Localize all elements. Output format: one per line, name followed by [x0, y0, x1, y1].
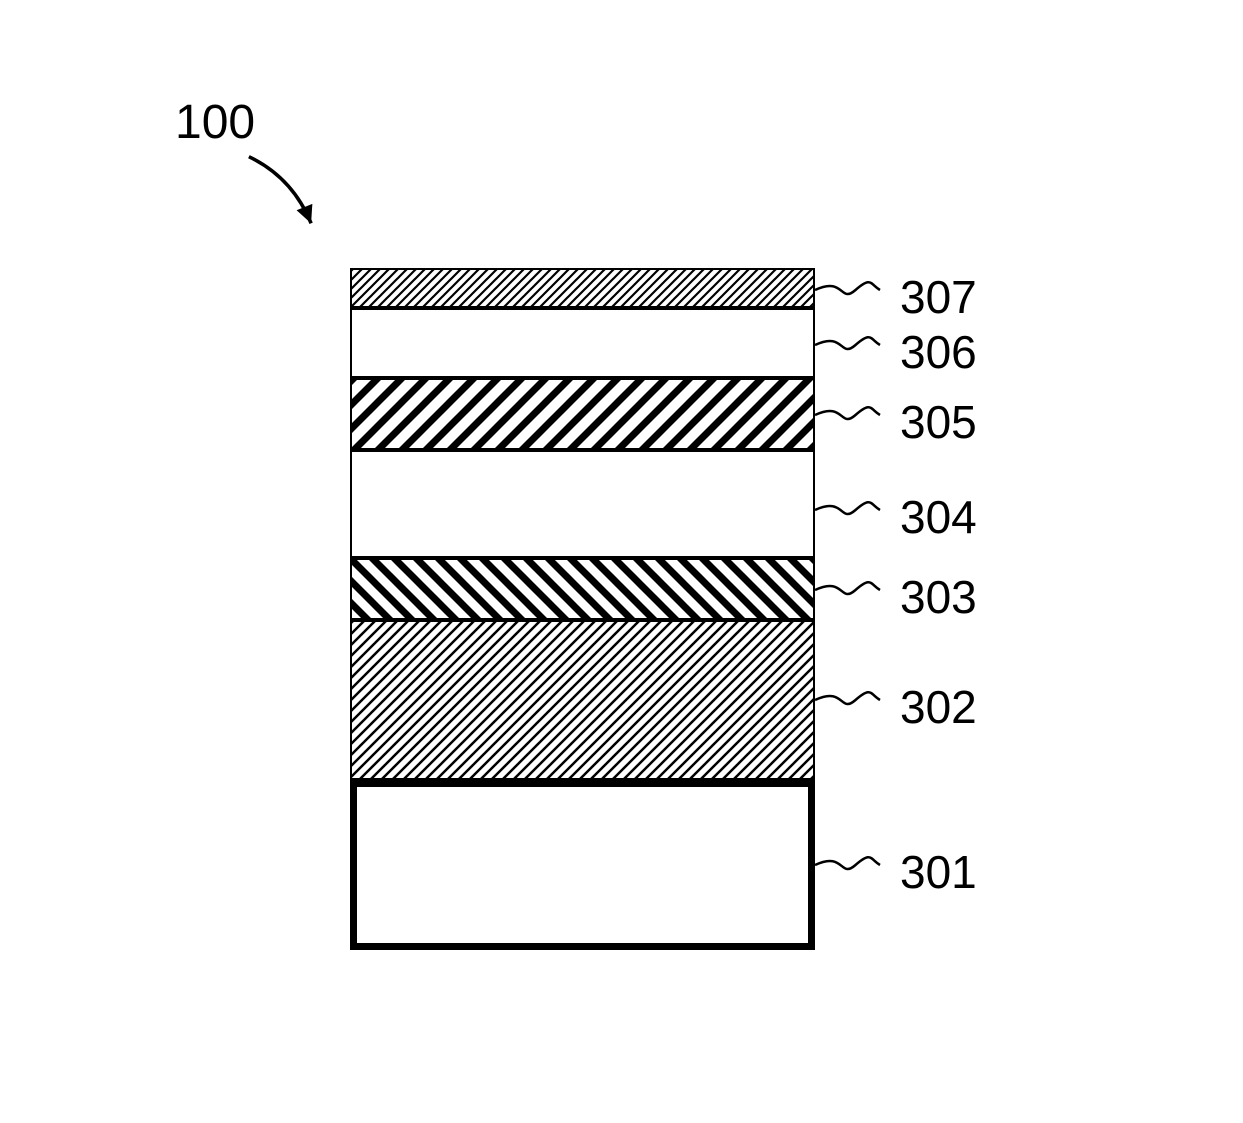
layer-304	[350, 450, 815, 558]
layer-label-301: 301	[900, 845, 977, 899]
leader-305	[795, 390, 900, 440]
figure-canvas: 100 307306305304303302301	[0, 0, 1243, 1123]
layer-303	[350, 558, 815, 620]
layer-label-307: 307	[900, 270, 977, 324]
layer-307	[350, 268, 815, 308]
layer-301	[350, 780, 815, 950]
layer-label-303: 303	[900, 570, 977, 624]
layer-label-306: 306	[900, 325, 977, 379]
leader-301	[795, 840, 900, 890]
layer-306	[350, 308, 815, 378]
leader-303	[795, 565, 900, 615]
layer-label-305: 305	[900, 395, 977, 449]
layer-stack	[0, 0, 1243, 1123]
layer-305	[350, 378, 815, 450]
layer-302	[350, 620, 815, 780]
leader-304	[795, 485, 900, 535]
leader-302	[795, 675, 900, 725]
layer-label-302: 302	[900, 680, 977, 734]
layer-label-304: 304	[900, 490, 977, 544]
leader-307	[795, 265, 900, 315]
leader-306	[795, 320, 900, 370]
